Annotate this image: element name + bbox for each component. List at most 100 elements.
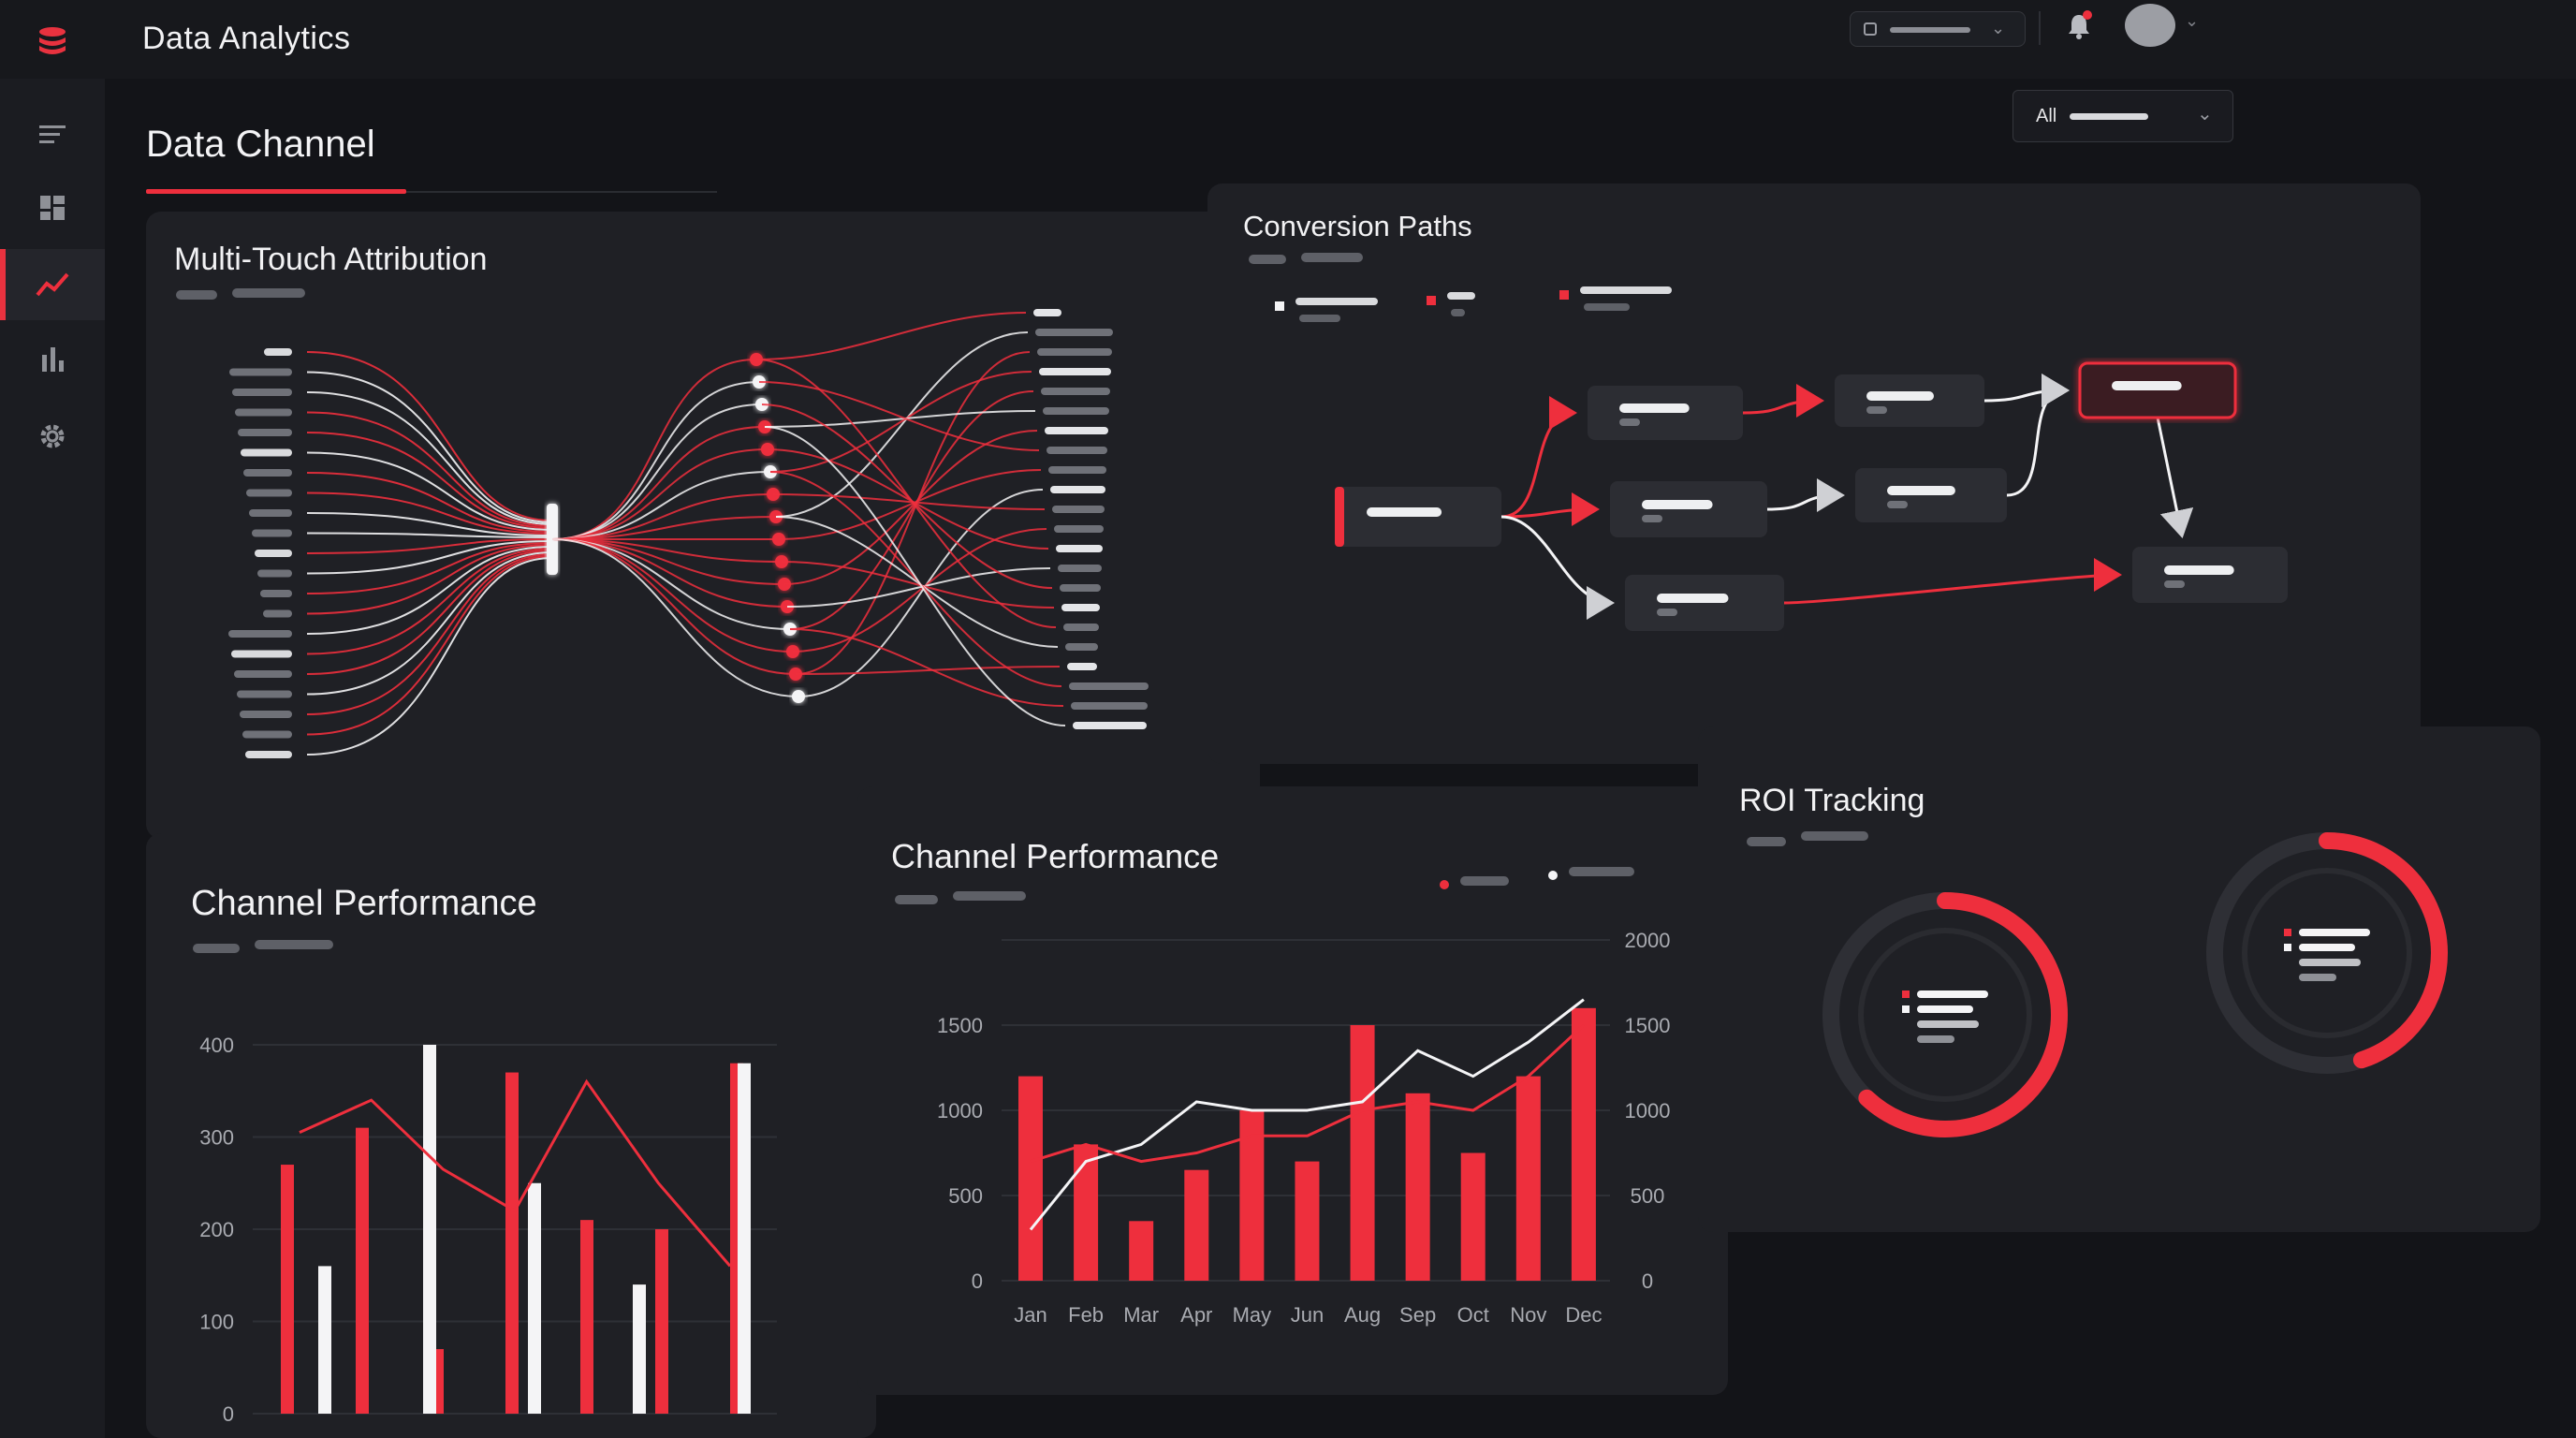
path-node <box>1835 374 1984 427</box>
y-tick-label: 0 <box>223 1402 234 1426</box>
node-label <box>1642 500 1713 509</box>
sidebar-item-dashboard[interactable] <box>0 172 105 243</box>
path-connector <box>1500 396 1577 519</box>
attribution-link <box>306 472 553 533</box>
legend-item <box>1460 876 1509 886</box>
card-subtitle <box>193 944 240 953</box>
attribution-link <box>769 371 1032 473</box>
node-sublabel <box>2164 580 2185 588</box>
attribution-link <box>551 493 774 540</box>
y-tick-label-right: 1500 <box>1625 1014 1671 1037</box>
card-title: Channel Performance <box>891 837 1220 875</box>
legend-marker <box>1427 296 1436 305</box>
bar <box>1515 1076 1541 1281</box>
y-tick-label-right: 1000 <box>1625 1099 1671 1123</box>
legend-item <box>1440 880 1449 889</box>
legend-marker <box>1275 301 1284 311</box>
attribution-link <box>783 430 1038 585</box>
bar <box>1405 1093 1430 1281</box>
sidebar-item-trends[interactable] <box>0 249 105 320</box>
attribution-link <box>306 542 553 594</box>
title-underline-active <box>146 189 406 194</box>
source-label <box>264 348 292 356</box>
node-label <box>1887 486 1955 495</box>
path-connector <box>2156 417 2194 538</box>
gauge-legend-marker <box>1902 990 1910 998</box>
source-label <box>234 670 292 678</box>
node-label <box>2112 381 2182 390</box>
source-label <box>246 489 292 497</box>
card-subtitle <box>1801 831 1868 841</box>
legend-marker <box>1559 290 1569 300</box>
legend-label <box>1584 303 1630 311</box>
channel-label <box>1033 309 1061 316</box>
sidebar-item-menu[interactable] <box>0 99 105 170</box>
gauge-legend-marker <box>2284 944 2291 951</box>
attribution-link <box>792 528 1047 653</box>
source-label <box>260 590 292 597</box>
workspace-select-value <box>1890 27 1970 33</box>
channel-label <box>1069 682 1149 690</box>
attribution-link <box>306 544 553 615</box>
sidebar-item-reports[interactable] <box>0 324 105 395</box>
y-tick-label: 200 <box>199 1218 234 1241</box>
attribution-link <box>778 469 1042 540</box>
entry-node <box>1335 487 1501 547</box>
bar-series-1 <box>505 1072 519 1414</box>
node-label <box>1367 507 1442 517</box>
attribution-link <box>306 540 553 575</box>
workspace-select[interactable]: ⌄ <box>1850 11 2026 47</box>
chevron-down-icon: ⌄ <box>1991 19 2006 37</box>
channel-label <box>1048 466 1106 474</box>
attribution-link <box>306 538 553 554</box>
toolbar-divider <box>2039 11 2041 45</box>
x-tick-label: Sep <box>1399 1303 1436 1327</box>
user-avatar[interactable] <box>2125 4 2175 47</box>
app-logo-icon[interactable] <box>32 21 73 62</box>
channel-label <box>1039 368 1111 375</box>
chevron-down-icon[interactable]: ⌄ <box>2185 11 2200 30</box>
attribution-link <box>306 411 553 527</box>
attribution-link <box>306 492 553 535</box>
path-connector <box>1500 492 1600 527</box>
channel-label <box>1035 329 1113 336</box>
node-label <box>1866 391 1934 401</box>
notification-bell-icon[interactable] <box>2065 9 2093 41</box>
attribution-link <box>775 331 1029 518</box>
bar <box>1184 1169 1209 1281</box>
attribution-link <box>795 666 1061 675</box>
conversion-node <box>2078 361 2237 419</box>
x-tick-label: Nov <box>1510 1303 1546 1327</box>
channel-label <box>1045 427 1108 434</box>
filter-dropdown[interactable]: All ⌄ <box>2012 90 2233 142</box>
gauge-label <box>2299 929 2370 936</box>
sidebar-item-settings[interactable] <box>0 401 105 472</box>
card-subtitle <box>1301 253 1363 262</box>
attribution-link <box>306 546 553 635</box>
x-tick-label: May <box>1233 1303 1272 1327</box>
attribution-link <box>551 426 766 540</box>
bar-series-2 <box>633 1284 646 1414</box>
attribution-link <box>306 351 553 521</box>
bar-series-1 <box>655 1229 668 1414</box>
path-connector <box>1500 515 1615 620</box>
source-label <box>249 509 292 517</box>
app-title: Data Analytics <box>142 21 351 56</box>
source-label <box>237 690 292 698</box>
channel-label <box>1052 506 1105 513</box>
channel-label <box>1065 643 1098 651</box>
attribution-link <box>306 512 553 536</box>
menu-icon <box>39 125 66 143</box>
card-subtitle <box>1747 837 1786 846</box>
trend-icon <box>36 272 69 297</box>
chevron-down-icon: ⌄ <box>2197 104 2213 125</box>
source-label <box>241 448 292 457</box>
legend-label <box>1295 298 1378 305</box>
attribution-link <box>306 553 553 715</box>
x-tick-label: Aug <box>1344 1303 1381 1327</box>
y-tick-label-left: 0 <box>972 1269 983 1293</box>
x-tick-label: Feb <box>1068 1303 1104 1327</box>
